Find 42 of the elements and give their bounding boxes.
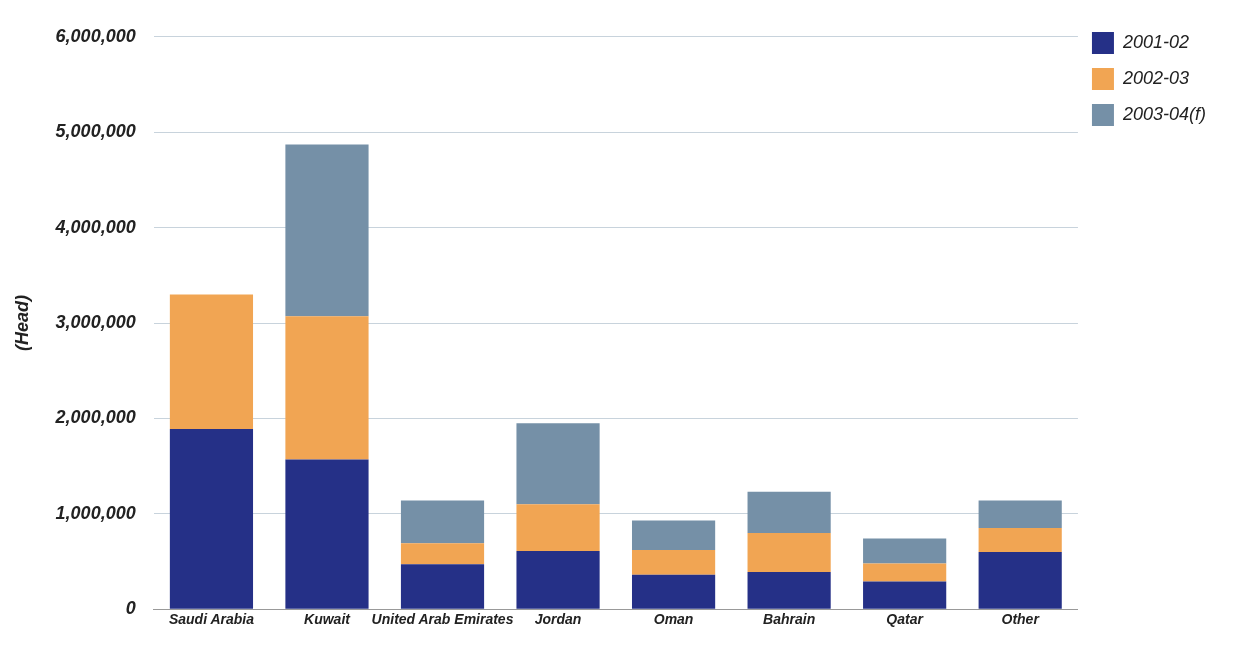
bar bbox=[747, 571, 831, 609]
legend-label: 2003-04(f) bbox=[1121, 104, 1207, 124]
bar bbox=[516, 423, 600, 505]
x-tick-label: Kuwait bbox=[304, 611, 352, 628]
bar bbox=[631, 550, 716, 575]
y-tick-label: 3,000,000 bbox=[55, 311, 136, 332]
bar bbox=[631, 574, 716, 609]
y-tick-label: 4,000,000 bbox=[54, 216, 136, 237]
bar bbox=[516, 551, 600, 609]
bar bbox=[169, 294, 254, 429]
x-tick-label: Saudi Arabia bbox=[168, 611, 255, 628]
bar bbox=[747, 491, 831, 533]
bar bbox=[863, 581, 947, 609]
bar bbox=[747, 532, 831, 572]
y-axis-title: (Head) bbox=[11, 294, 32, 352]
legend-label: 2001-02 bbox=[1121, 32, 1190, 52]
bar bbox=[400, 564, 485, 609]
bar bbox=[285, 144, 369, 317]
x-tick-label: Other bbox=[1001, 611, 1041, 628]
bar bbox=[400, 543, 485, 565]
x-tick-label: Qatar bbox=[886, 611, 925, 628]
bar bbox=[978, 551, 1062, 609]
y-tick-label: 0 bbox=[125, 598, 136, 619]
bar bbox=[631, 520, 716, 551]
bar bbox=[863, 538, 947, 564]
bar bbox=[978, 500, 1062, 529]
bar bbox=[863, 563, 947, 582]
y-tick-label: 6,000,000 bbox=[55, 25, 136, 46]
x-tick-label: Oman bbox=[653, 611, 694, 628]
bar bbox=[285, 316, 369, 460]
x-tick-label: Jordan bbox=[534, 611, 582, 628]
y-tick-label: 1,000,000 bbox=[55, 502, 136, 523]
legend-label: 2002-03 bbox=[1121, 68, 1190, 88]
y-tick-label: 2,000,000 bbox=[54, 407, 136, 428]
x-tick-label: United Arab Emirates bbox=[371, 611, 514, 628]
bar bbox=[516, 504, 600, 552]
bar bbox=[285, 459, 369, 609]
bar bbox=[169, 428, 254, 609]
y-tick-label: 5,000,000 bbox=[55, 121, 136, 142]
x-tick-label: Bahrain bbox=[763, 611, 816, 628]
bar bbox=[400, 500, 485, 544]
bar bbox=[978, 528, 1062, 552]
